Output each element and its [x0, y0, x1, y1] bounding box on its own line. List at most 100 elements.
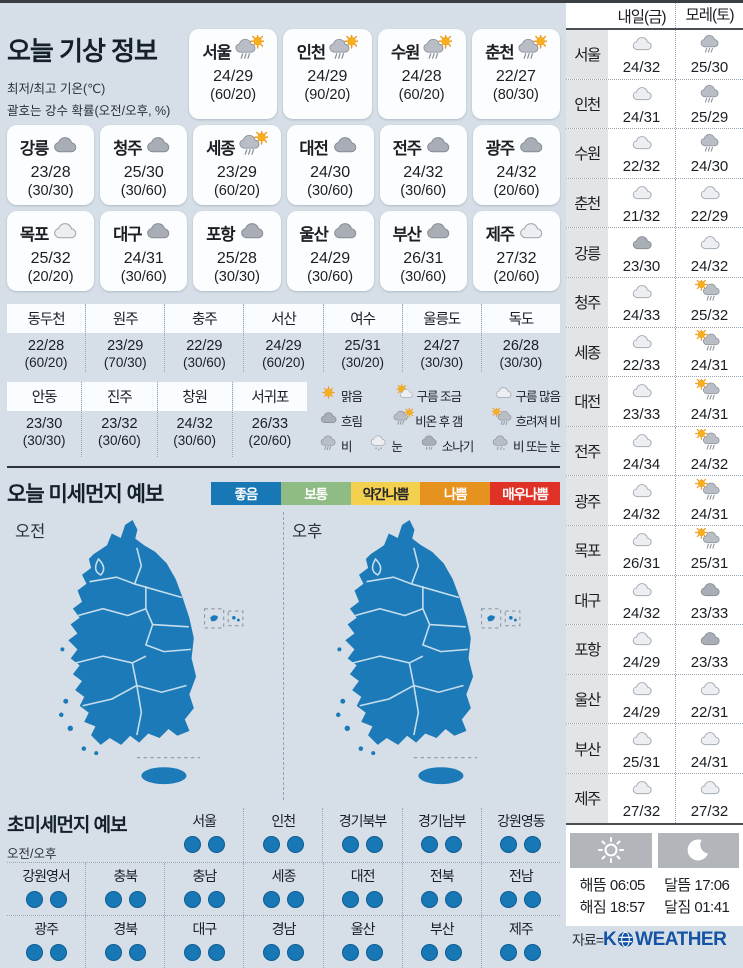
region-dots: [403, 944, 481, 961]
sunset-time: 18:57: [610, 899, 645, 916]
weather-cloudy-icon: [695, 231, 725, 259]
aqi-level-매우나쁨: 매우나쁨: [490, 482, 560, 505]
weather-overcast-icon: [422, 217, 454, 249]
forecast-temp: 24/31: [691, 506, 729, 523]
globe-icon: [617, 931, 634, 948]
weather-rain-icon: [695, 82, 725, 110]
weather-overcast-icon: [627, 231, 657, 259]
city-precip-prob: (20/60): [473, 183, 560, 199]
forecast-d2-cell: 25/29: [675, 80, 743, 129]
forecast-temp: 22/29: [691, 208, 729, 225]
weather-overcast-icon: [317, 408, 340, 432]
aqi-level-나쁨: 나쁨: [420, 482, 490, 505]
extra-city-precip-prob: (30/30): [482, 354, 560, 372]
weather-overcast-icon: [695, 578, 725, 606]
region-name: 서울: [165, 811, 243, 831]
forecast-d1-cell: 24/33: [608, 278, 675, 327]
moonrise-time: 17:06: [694, 877, 729, 894]
am-dot: [342, 944, 359, 961]
forecast-city-name: 부산: [566, 724, 608, 773]
forecast-city-name: 청주: [566, 278, 608, 327]
am-dot: [500, 891, 517, 908]
city-temp: 22/27: [472, 68, 560, 86]
region-name: 울산: [324, 919, 402, 939]
city-temp: 23/29: [193, 164, 280, 182]
forecast-d2-cell: 24/31: [675, 476, 743, 525]
weather-sun-icon: [317, 383, 340, 407]
region-dots: [482, 836, 560, 853]
am-dot: [263, 836, 280, 853]
region-name: 충북: [86, 866, 164, 886]
legend-item-shower: 소나기: [418, 433, 474, 457]
weather-rain-then-sun-icon: [236, 131, 268, 163]
city-card-춘천: 춘천 22/27(80/30): [472, 29, 560, 119]
legend-label: 비온 후 갬: [415, 411, 462, 430]
forecast-city-name: 울산: [566, 675, 608, 724]
city-card-header: 전주: [380, 133, 467, 161]
extra-city-name: 동두천: [7, 304, 85, 333]
city-precip-prob: (80/30): [472, 87, 560, 103]
ultrafine-region-세종: 세종: [243, 863, 322, 915]
city-name: 서울: [202, 39, 230, 63]
extra-city-precip-prob: (30/60): [82, 432, 156, 450]
region-dots: [86, 944, 164, 961]
ultrafine-region-경북: 경북: [85, 916, 164, 968]
city-precip-prob: (30/60): [287, 183, 374, 199]
extra-city-temp: 26/28: [482, 333, 560, 354]
weather-rain-icon: [695, 32, 725, 60]
weather-shower-icon: [418, 433, 441, 457]
sunset-label: 해짐: [580, 899, 607, 916]
forecast-col-tomorrow: 내일(금): [608, 5, 675, 27]
forecast-d1-cell: 27/32: [608, 774, 675, 823]
city-precip-prob: (20/60): [473, 269, 560, 285]
forecast-temp: 24/30: [691, 158, 729, 175]
weather-rain-then-sun-icon: [232, 35, 264, 67]
city-precip-prob: (60/20): [193, 183, 280, 199]
forecast-d2-cell: 25/32: [675, 278, 743, 327]
aqi-level-보통: 보통: [281, 482, 351, 505]
region-name: 경기남부: [403, 811, 481, 831]
ultrafine-region-충남: 충남: [164, 863, 243, 915]
extra-city-name: 안동: [7, 382, 81, 411]
forecast-city-name: 대구: [566, 576, 608, 625]
source-prefix: 자료=: [572, 930, 603, 950]
forecast-temp: 22/32: [623, 158, 661, 175]
city-name: 강릉: [20, 135, 48, 159]
weather-rain-then-sun-icon: [515, 35, 547, 67]
forecast-temp: 24/29: [623, 704, 661, 721]
weather-cloudy-icon: [627, 131, 657, 159]
region-name: 전북: [403, 866, 481, 886]
astro-bars: [570, 833, 739, 868]
ultrafine-region-울산: 울산: [323, 916, 402, 968]
ultrafine-region-인천: 인천: [243, 808, 322, 862]
extra-city-precip-prob: (30/60): [158, 432, 232, 450]
am-dot: [26, 944, 43, 961]
city-card-header: 춘천: [472, 37, 560, 65]
city-temp: 24/31: [100, 250, 187, 268]
forecast-temp: 24/32: [623, 605, 661, 622]
forecast-city-name: 서울: [566, 30, 608, 79]
extra-city-name: 진주: [82, 382, 156, 411]
city-name: 포항: [206, 221, 234, 245]
forecast-d1-cell: 24/31: [608, 80, 675, 129]
city-temp: 24/28: [378, 68, 466, 86]
city-precip-prob: (60/20): [189, 87, 277, 103]
ultrafine-region-전북: 전북: [402, 863, 481, 915]
weather-overcast-icon: [142, 217, 174, 249]
source-credit: 자료= K WEATHER: [572, 929, 737, 951]
forecast-d2-cell: 27/32: [675, 774, 743, 823]
